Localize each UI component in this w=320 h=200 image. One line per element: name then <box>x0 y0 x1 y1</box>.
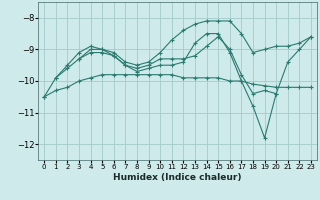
X-axis label: Humidex (Indice chaleur): Humidex (Indice chaleur) <box>113 173 242 182</box>
